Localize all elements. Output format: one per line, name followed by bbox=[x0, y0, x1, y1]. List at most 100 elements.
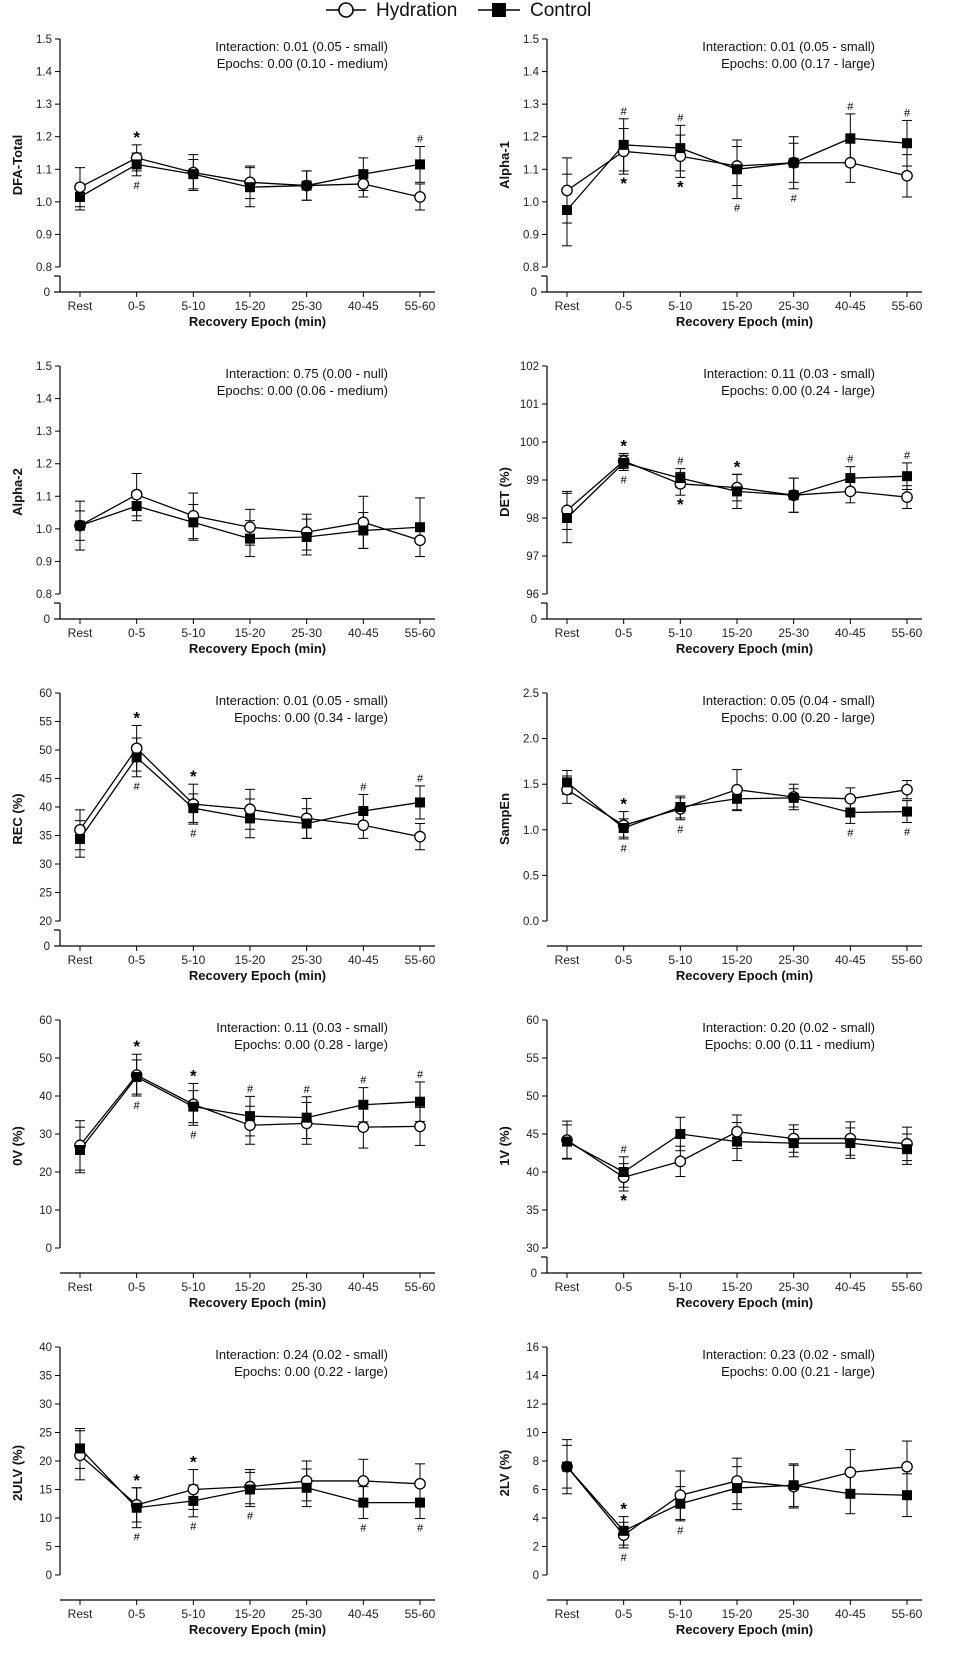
y-tick-label: 1.4 bbox=[523, 67, 540, 79]
y-tick-label-zero: 0 bbox=[44, 287, 50, 299]
annotation-line: Epochs: 0.00 (0.11 - medium) bbox=[705, 1037, 875, 1052]
y-tick-label: 1.1 bbox=[36, 491, 52, 503]
y-tick-label: 60 bbox=[39, 688, 52, 700]
x-tick-label: 0-5 bbox=[128, 299, 146, 313]
y-tick-label-zero: 0 bbox=[44, 614, 50, 626]
chart-svg: 0 30 35 40 45 50 55 60 Rest 0-5 5-10 15-20 25-30 40-4… bbox=[497, 1015, 923, 1310]
x-tick-label: 0-5 bbox=[615, 1280, 633, 1294]
significance-mark-above: * bbox=[133, 1037, 140, 1056]
y-tick-label: 96 bbox=[526, 589, 539, 601]
x-tick-label: 55-60 bbox=[405, 626, 436, 640]
point-control bbox=[732, 486, 742, 497]
x-tick-label: 5-10 bbox=[181, 953, 205, 967]
significance-mark-above: # bbox=[621, 106, 628, 118]
annotation-line: Epochs: 0.00 (0.06 - medium) bbox=[217, 383, 388, 398]
point-control bbox=[788, 490, 799, 501]
y-tick-label: 0.0 bbox=[523, 916, 539, 928]
point-control bbox=[301, 1482, 312, 1493]
y-tick-label: 97 bbox=[526, 551, 539, 563]
point-hydration bbox=[357, 178, 370, 190]
point-control bbox=[301, 818, 312, 829]
x-tick-label: 0-5 bbox=[128, 626, 146, 640]
y-axis-title: Alpha-2 bbox=[10, 468, 25, 516]
annotation-line: Interaction: 0.01 (0.05 - small) bbox=[215, 39, 388, 54]
x-tick-label: 5-10 bbox=[668, 626, 692, 640]
x-axis-title: Recovery Epoch (min) bbox=[189, 1295, 326, 1310]
y-tick-label: 30 bbox=[39, 859, 52, 871]
x-tick-label: 15-20 bbox=[235, 299, 266, 313]
point-hydration bbox=[844, 156, 857, 169]
point-control bbox=[301, 1112, 312, 1123]
significance-mark-below: # bbox=[190, 828, 197, 840]
point-control bbox=[75, 191, 85, 202]
x-tick-label: 55-60 bbox=[405, 1607, 436, 1621]
chart-panel-6: 0.0 0.5 1.0 1.5 2.0 2.5 Rest 0-5 5-10 15-20 25-30 4… bbox=[487, 679, 974, 1006]
significance-mark-below: * bbox=[620, 174, 627, 193]
y-axis-title: REC (%) bbox=[10, 793, 25, 844]
point-control bbox=[902, 1144, 912, 1155]
point-hydration bbox=[74, 181, 86, 194]
x-tick-label: 25-30 bbox=[291, 626, 322, 640]
point-control bbox=[131, 501, 142, 512]
y-tick-label: 40 bbox=[39, 802, 52, 814]
y-axis-title: Alpha-1 bbox=[497, 141, 512, 189]
annotation-line: Interaction: 0.05 (0.04 - small) bbox=[702, 693, 875, 708]
significance-mark-below: # bbox=[791, 193, 798, 205]
significance-mark-above: # bbox=[847, 101, 854, 113]
point-control bbox=[618, 457, 629, 468]
significance-mark-below: # bbox=[677, 824, 684, 836]
point-control bbox=[415, 1497, 425, 1508]
point-control bbox=[562, 1136, 572, 1147]
y-tick-label: 60 bbox=[526, 1015, 539, 1027]
x-tick-label: Rest bbox=[555, 626, 580, 640]
x-tick-label: 40-45 bbox=[348, 1607, 379, 1621]
point-hydration bbox=[561, 184, 573, 197]
x-axis-title: Recovery Epoch (min) bbox=[189, 641, 326, 656]
point-control bbox=[131, 1072, 142, 1082]
y-tick-label: 2.5 bbox=[523, 688, 539, 700]
significance-mark-below: # bbox=[247, 1511, 254, 1523]
x-tick-label: 15-20 bbox=[722, 1280, 753, 1294]
x-tick-label: 40-45 bbox=[835, 1280, 866, 1294]
x-tick-label: 40-45 bbox=[348, 1280, 379, 1294]
y-tick-label: 20 bbox=[39, 1167, 52, 1179]
annotation-line: Epochs: 0.00 (0.24 - large) bbox=[721, 383, 875, 398]
x-axis-title: Recovery Epoch (min) bbox=[676, 1295, 813, 1310]
y-axis-title: 1V (%) bbox=[497, 1126, 512, 1166]
y-tick-label: 1.3 bbox=[36, 426, 52, 438]
point-control bbox=[415, 159, 425, 170]
point-control bbox=[75, 1443, 85, 1454]
significance-mark-below: # bbox=[677, 1525, 684, 1537]
y-tick-label: 30 bbox=[39, 1399, 52, 1411]
x-tick-label: Rest bbox=[68, 1607, 93, 1621]
chart-svg: 0.0 0.5 1.0 1.5 2.0 2.5 Rest 0-5 5-10 15-20 25-30 4… bbox=[497, 688, 923, 983]
point-control bbox=[788, 792, 799, 803]
point-hydration bbox=[731, 1125, 743, 1138]
x-tick-label: 0-5 bbox=[615, 299, 633, 313]
legend: Hydration Control bbox=[0, 0, 974, 24]
y-tick-label: 1.1 bbox=[36, 164, 52, 176]
x-tick-label: 15-20 bbox=[722, 299, 753, 313]
significance-mark-above: # bbox=[417, 773, 424, 785]
significance-mark-below: # bbox=[190, 1521, 197, 1533]
chart-svg: 0 96 97 98 99 100 101 102 Rest 0-5 5-10 15-20 25-30 4… bbox=[497, 361, 923, 656]
x-tick-label: Rest bbox=[555, 299, 580, 313]
chart-svg: 0 0.8 0.9 1.0 1.1 1.2 1.3 1.4 1.5 Rest 0-5 5-10 15-2… bbox=[497, 34, 923, 329]
point-control bbox=[618, 139, 629, 150]
x-tick-label: 55-60 bbox=[405, 299, 436, 313]
y-tick-label: 30 bbox=[39, 1129, 52, 1141]
y-tick-label: 40 bbox=[39, 1342, 52, 1354]
x-tick-label: 25-30 bbox=[291, 1607, 322, 1621]
annotation-line: Epochs: 0.00 (0.34 - large) bbox=[234, 710, 388, 725]
y-tick-label: 35 bbox=[526, 1205, 539, 1217]
x-tick-label: 5-10 bbox=[668, 953, 692, 967]
y-axis-title: 2LV (%) bbox=[497, 1450, 512, 1497]
significance-mark-above: # bbox=[417, 1069, 424, 1081]
chart-panel-10: 0 2 4 6 8 10 12 14 16 Rest 0-5 5-10 15-20 25-30 40-45 5… bbox=[487, 1333, 974, 1660]
point-hydration bbox=[844, 1466, 857, 1479]
significance-mark-below: # bbox=[621, 843, 628, 855]
chart-svg: 0 2 4 6 8 10 12 14 16 Rest 0-5 5-10 15-20 25-30 40-45 5… bbox=[497, 1342, 923, 1637]
point-control bbox=[788, 157, 799, 168]
point-control bbox=[902, 138, 912, 149]
